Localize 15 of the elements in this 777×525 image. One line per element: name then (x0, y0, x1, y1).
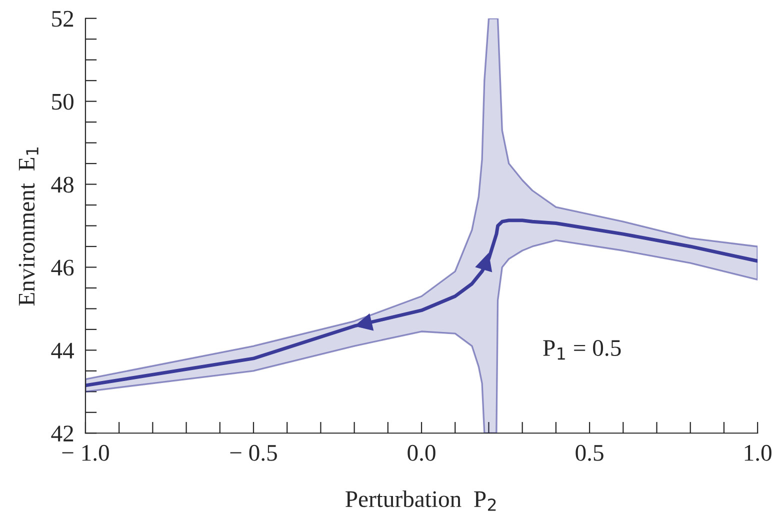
annotation: P$_{1}$ = 0.5 (543, 340, 621, 360)
x-tick-label: 0.0 (408, 444, 436, 461)
y-tick-label: 42 (51, 426, 74, 442)
y-tick-label: 50 (52, 94, 74, 110)
x-tick-label: − 1.0 (62, 444, 109, 461)
x-tick-label: 0.5 (576, 444, 604, 461)
line-series (85, 218, 758, 388)
y-tick-label: 44 (51, 342, 74, 358)
y-tick-label: 52 (52, 10, 74, 27)
y-axis-title: Environment E$_{1}$ (18, 148, 38, 306)
x-axis-title: Perturbation P$_{2}$ (346, 490, 496, 511)
y-tick-label: 46 (51, 260, 74, 276)
x-tick-label: − 0.5 (230, 444, 277, 461)
y-tick-label: 48 (51, 176, 74, 193)
x-tick-label: 1.0 (744, 444, 772, 461)
